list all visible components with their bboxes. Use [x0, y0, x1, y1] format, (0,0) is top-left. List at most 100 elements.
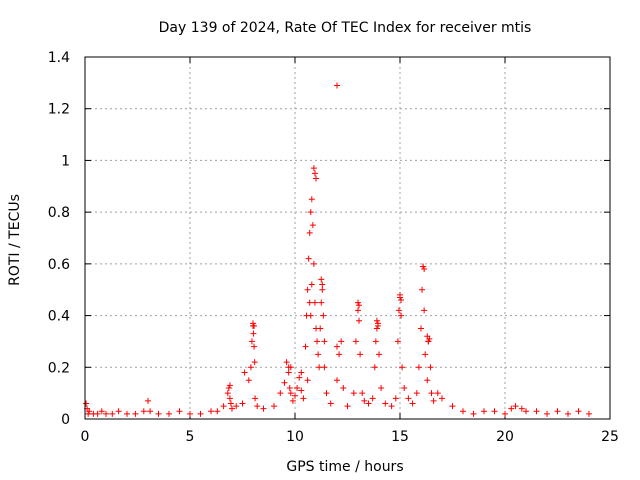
data-point: [226, 395, 233, 402]
data-point: [415, 364, 422, 371]
chart-title: Day 139 of 2024, Rate Of TEC Index for r…: [159, 20, 532, 36]
data-point: [310, 165, 317, 172]
data-point: [369, 395, 376, 402]
data-point: [373, 317, 380, 324]
x-tick-label: 15: [391, 429, 409, 445]
data-point: [388, 403, 395, 410]
y-tick-label: 0: [61, 412, 70, 428]
data-point: [306, 299, 313, 306]
data-point: [229, 405, 235, 412]
data-point: [318, 276, 325, 283]
data-point: [292, 392, 298, 399]
data-point: [491, 408, 498, 415]
data-point: [523, 408, 529, 415]
data-point: [321, 338, 328, 345]
data-point: [287, 364, 294, 371]
data-point: [424, 377, 431, 384]
data-point: [296, 374, 303, 381]
x-tick-label: 0: [81, 429, 90, 445]
data-point: [422, 351, 429, 358]
data-point: [225, 384, 232, 391]
data-point: [373, 325, 380, 332]
data-point: [449, 403, 456, 410]
data-point: [254, 403, 261, 410]
data-point: [251, 343, 258, 350]
data-point: [286, 384, 293, 391]
data-point: [300, 395, 307, 402]
data-point: [378, 384, 385, 391]
data-point: [227, 400, 234, 407]
x-tick-labels: 0 5 10 15 20 25: [81, 429, 619, 445]
data-point: [424, 333, 431, 340]
data-point: [239, 400, 246, 407]
y-tick-label: 0.2: [48, 360, 70, 376]
data-point: [334, 343, 340, 350]
data-point: [310, 260, 317, 267]
data-point: [318, 299, 325, 306]
data-point: [298, 387, 305, 394]
data-point: [208, 408, 214, 415]
data-point: [355, 307, 361, 314]
data-point: [397, 291, 403, 298]
data-point: [512, 403, 519, 410]
data-point: [439, 395, 445, 402]
data-point: [371, 364, 378, 371]
data-point: [247, 364, 254, 371]
data-point: [311, 299, 318, 306]
data-point: [309, 222, 316, 229]
y-tick-labels: 0 0.2 0.4 0.6 0.8 1 1.2 1.4: [48, 50, 70, 428]
data-point: [220, 403, 227, 410]
data-point: [251, 359, 258, 366]
data-point: [399, 364, 406, 371]
data-point: [470, 410, 477, 417]
data-point: [344, 403, 351, 410]
data-point: [434, 390, 441, 397]
data-point: [298, 369, 305, 376]
y-tick-label: 1.2: [48, 102, 70, 118]
data-point: [419, 286, 426, 293]
data-point: [115, 408, 122, 415]
data-point: [233, 403, 240, 410]
data-point: [427, 364, 434, 371]
data-point: [103, 410, 109, 417]
data-point: [250, 320, 256, 327]
data-point: [361, 397, 368, 404]
data-point: [382, 400, 389, 407]
data-point: [305, 255, 312, 262]
data-point: [321, 364, 328, 371]
data-point: [376, 351, 382, 358]
data-point: [405, 395, 412, 402]
data-point: [338, 338, 345, 345]
data-point: [365, 400, 372, 407]
data-point: [314, 338, 321, 345]
data-point: [277, 390, 284, 397]
x-tick-label: 20: [496, 429, 514, 445]
y-tick-label: 0.4: [48, 309, 70, 325]
data-point: [176, 408, 183, 415]
data-point: [352, 338, 359, 345]
data-point: [356, 317, 363, 324]
y-tick-label: 1: [61, 153, 70, 169]
data-point: [248, 338, 255, 345]
data-point: [518, 405, 525, 412]
y-tick-label: 1.4: [48, 50, 70, 66]
data-point: [340, 384, 347, 391]
y-axis-label: ROTI / TECUs: [7, 194, 23, 286]
data-point: [394, 338, 401, 345]
data-point: [313, 175, 319, 182]
data-point: [502, 410, 508, 417]
data-point: [304, 377, 311, 384]
data-point: [350, 390, 357, 397]
data-point: [460, 408, 466, 415]
data-point: [395, 307, 402, 314]
data-point: [401, 384, 408, 391]
data-point: [327, 400, 334, 407]
data-point: [302, 343, 309, 350]
data-point: [357, 351, 364, 358]
data-point: [124, 410, 130, 417]
data-point: [430, 397, 437, 404]
data-point: [281, 379, 288, 386]
data-point: [294, 384, 301, 391]
data-point: [428, 390, 435, 397]
data-point: [409, 400, 416, 407]
